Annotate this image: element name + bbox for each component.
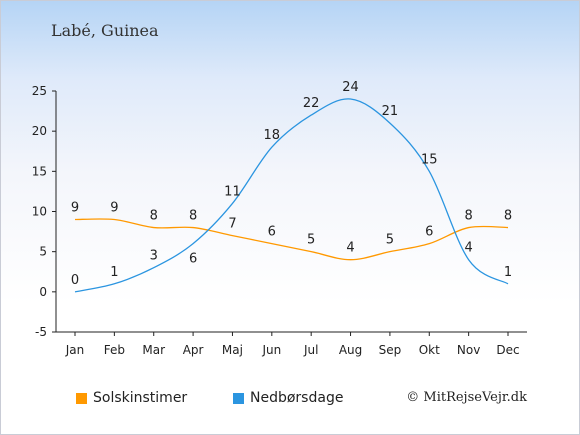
- y-tick-label: 5: [39, 245, 47, 259]
- data-label-sunshine: 8: [150, 209, 158, 224]
- data-label-rain: 3: [150, 249, 158, 264]
- data-label-sunshine: 8: [464, 209, 472, 224]
- legend-item-sunshine: Solskinstimer: [76, 390, 187, 406]
- x-tick-label: Dec: [496, 343, 519, 357]
- legend-item-rain: Nedbørsdage: [233, 390, 343, 406]
- copyright-text: © MitRejseVejr.dk: [406, 390, 527, 405]
- y-tick-label: -5: [35, 325, 47, 339]
- x-tick-label: Nov: [457, 343, 480, 357]
- data-label-rain: 0: [71, 273, 79, 288]
- legend-swatch-sunshine: [76, 392, 87, 404]
- data-label-rain: 1: [504, 265, 512, 280]
- data-label-rain: 24: [342, 80, 359, 95]
- data-label-rain: 6: [189, 252, 197, 267]
- data-label-rain: 15: [421, 152, 438, 167]
- data-label-sunshine: 5: [307, 233, 315, 248]
- data-label-rain: 1: [110, 265, 118, 280]
- data-label-sunshine: 8: [189, 209, 197, 224]
- x-tick-label: Jun: [261, 343, 281, 357]
- data-label-rain: 22: [303, 96, 320, 111]
- data-label-rain: 21: [382, 104, 399, 119]
- y-tick-label: 20: [32, 124, 47, 138]
- data-label-sunshine: 9: [71, 201, 79, 216]
- x-tick-label: Feb: [104, 343, 125, 357]
- data-label-rain: 11: [224, 184, 241, 199]
- legend-label-rain: Nedbørsdage: [250, 390, 344, 406]
- x-tick-label: Okt: [419, 343, 440, 357]
- x-tick-label: Maj: [222, 343, 243, 357]
- data-label-sunshine: 6: [268, 225, 276, 240]
- series-line-sunshine: [74, 218, 509, 261]
- y-tick-label: 0: [39, 285, 47, 299]
- data-label-sunshine: 4: [346, 241, 354, 256]
- series-line-rain: [74, 98, 509, 293]
- y-tick-label: 15: [32, 164, 47, 178]
- data-label-sunshine: 8: [504, 209, 512, 224]
- data-label-rain: 4: [464, 241, 472, 256]
- data-label-sunshine: 7: [228, 217, 236, 232]
- data-label-sunshine: 5: [386, 233, 394, 248]
- x-tick-label: Jul: [303, 343, 318, 357]
- data-label-rain: 18: [264, 128, 281, 143]
- legend-label-sunshine: Solskinstimer: [93, 390, 188, 406]
- y-tick-label: 25: [32, 84, 47, 98]
- legend-swatch-rain: [233, 392, 244, 404]
- x-tick-label: Sep: [379, 343, 402, 357]
- x-tick-label: Mar: [142, 343, 165, 357]
- x-tick-label: Apr: [183, 343, 204, 357]
- y-tick-label: 10: [32, 205, 47, 219]
- x-tick-label: Jan: [65, 343, 85, 357]
- data-label-sunshine: 6: [425, 225, 433, 240]
- location-title: Labé, Guinea: [51, 21, 159, 40]
- data-label-sunshine: 9: [110, 201, 118, 216]
- x-tick-label: Aug: [339, 343, 362, 357]
